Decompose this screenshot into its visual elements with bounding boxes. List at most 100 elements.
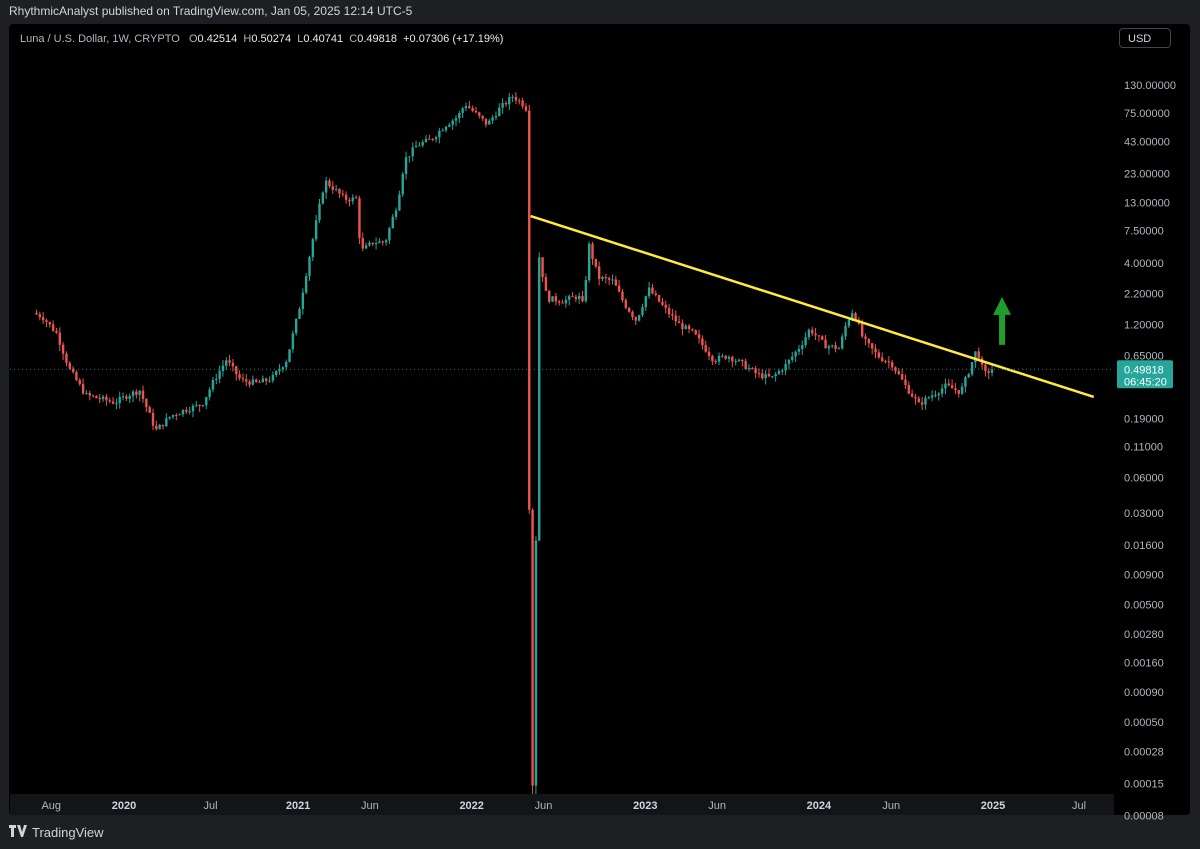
candle-body <box>794 351 797 357</box>
time-tick-label: Jul <box>1072 800 1086 812</box>
candle-body <box>900 374 904 380</box>
candle-body <box>288 349 291 362</box>
candle-body <box>248 381 251 385</box>
candle-body <box>934 394 937 396</box>
candle-body <box>940 388 944 394</box>
last-price-badge <box>1117 360 1173 389</box>
candle-body <box>464 106 468 109</box>
candle-body <box>821 336 824 340</box>
candle-body <box>141 390 145 399</box>
candle-body <box>531 509 534 786</box>
candle-body <box>311 239 315 258</box>
candle-body <box>541 257 544 278</box>
candle-body <box>498 107 501 117</box>
candle-body <box>181 409 185 415</box>
candle-body <box>354 197 358 199</box>
candle-body <box>757 373 761 375</box>
candle-body <box>438 130 441 138</box>
candle-body <box>851 313 854 321</box>
candle-body <box>334 189 338 191</box>
candle-body <box>947 383 950 386</box>
candle-body <box>924 397 927 405</box>
candle-body <box>218 370 221 379</box>
price-tick-label: 13.00000 <box>1124 198 1170 210</box>
candle-body <box>967 374 970 378</box>
candle-body <box>701 338 704 346</box>
candle-body <box>501 102 504 108</box>
price-tick-label: 0.01600 <box>1124 540 1164 552</box>
price-tick-label: 43.00000 <box>1124 137 1170 149</box>
price-tick-label: 4.00000 <box>1124 258 1164 270</box>
candle-body <box>697 334 701 339</box>
candle-body <box>78 380 81 384</box>
candle-body <box>704 345 707 352</box>
candle-body <box>211 379 215 390</box>
chart-frame <box>9 24 1190 815</box>
candle-body <box>175 414 178 416</box>
time-axis-strip <box>10 794 1114 815</box>
candle-body <box>458 113 461 119</box>
candle-body <box>807 329 811 338</box>
candle-body <box>401 173 404 195</box>
candle-body <box>654 293 657 296</box>
candle-body <box>105 396 108 401</box>
high-label: H <box>243 33 252 45</box>
up-arrow-annotation <box>993 296 1012 345</box>
candle-body <box>374 243 378 245</box>
price-tick-label: 0.06000 <box>1124 472 1164 484</box>
candle-body <box>221 365 225 371</box>
candle-body <box>48 322 51 325</box>
high-value: 0.50274 <box>251 33 292 45</box>
candle-body <box>41 317 45 321</box>
candle-body <box>734 360 737 362</box>
candle-body <box>831 345 834 347</box>
candle-body <box>125 396 128 399</box>
candle-body <box>314 220 318 240</box>
candle-body <box>604 277 608 279</box>
candle-body <box>944 383 947 389</box>
time-tick-label: Aug <box>41 800 61 812</box>
candle-body <box>824 339 827 349</box>
candle-body <box>241 378 245 380</box>
candle-body <box>674 315 677 322</box>
candle-body <box>907 385 911 394</box>
candle-body <box>258 381 261 383</box>
candle-body <box>228 360 231 363</box>
candle-body <box>811 329 814 334</box>
candle-body <box>135 391 138 395</box>
candle-body <box>38 314 42 318</box>
candle-body <box>165 418 168 427</box>
candle-body <box>431 138 434 140</box>
candle-body <box>161 424 165 427</box>
candle-body <box>131 391 135 397</box>
overlay-layer <box>10 214 1113 399</box>
candle-body <box>148 407 151 413</box>
candle-body <box>471 108 474 111</box>
time-tick-label: Jun <box>708 800 726 812</box>
candle-body <box>960 386 964 394</box>
candle-body <box>584 279 588 302</box>
candle-body <box>601 277 604 279</box>
candle-body <box>561 302 564 304</box>
time-tick-label: Jul <box>204 800 218 812</box>
candle-body <box>328 180 331 187</box>
candle-body <box>108 400 111 402</box>
candle-body <box>364 245 368 249</box>
candle-body <box>281 367 285 370</box>
candle-body <box>381 241 384 243</box>
candle-body <box>651 287 654 294</box>
candle-body <box>398 194 401 211</box>
candle-body <box>737 359 741 361</box>
candle-body <box>544 277 548 291</box>
currency-button[interactable]: USD <box>1119 28 1171 48</box>
price-tick-label: 23.00000 <box>1124 168 1170 180</box>
candle-body <box>188 411 191 413</box>
candle-body <box>594 258 598 267</box>
candle-body <box>691 328 694 331</box>
candle-body <box>98 398 101 400</box>
candle-body <box>318 203 321 221</box>
candle-body <box>51 324 55 331</box>
candle-body <box>564 299 568 304</box>
candle-body <box>721 355 724 357</box>
